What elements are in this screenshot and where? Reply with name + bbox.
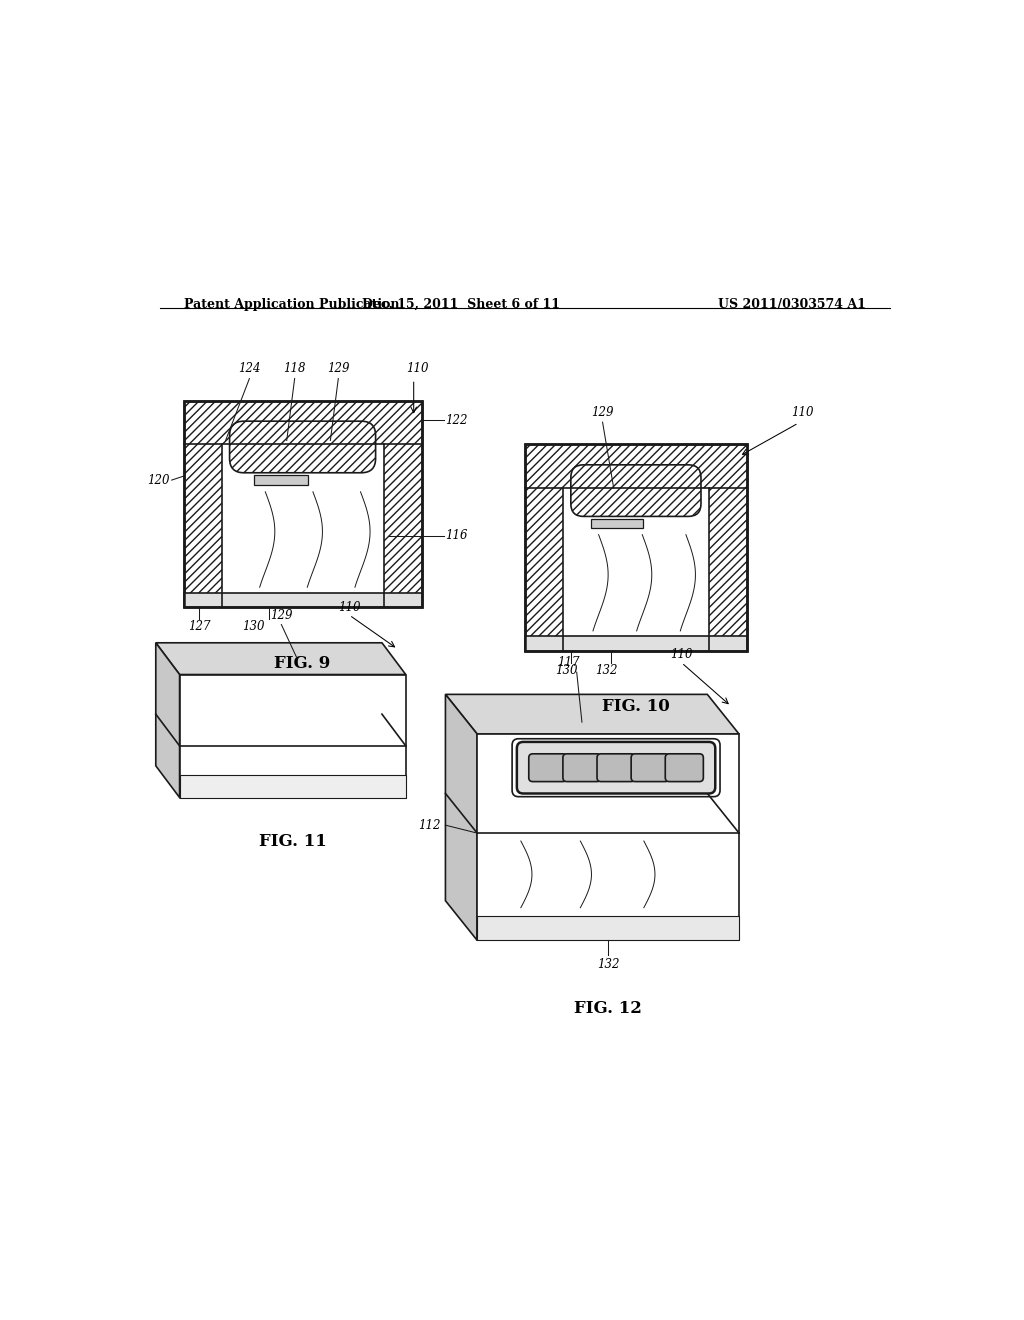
Text: 120: 120 [146, 474, 169, 487]
Text: 110: 110 [407, 363, 429, 375]
Polygon shape [445, 694, 739, 734]
Bar [179, 775, 406, 797]
Text: 110: 110 [338, 601, 360, 614]
Bar [183, 401, 422, 607]
Polygon shape [156, 643, 406, 675]
Bar [524, 445, 748, 651]
Bar [183, 401, 422, 607]
Bar [591, 519, 643, 528]
Bar [524, 636, 748, 651]
Text: 130: 130 [242, 620, 264, 634]
Text: 129: 129 [591, 407, 613, 420]
FancyBboxPatch shape [666, 754, 703, 781]
Text: FIG. 11: FIG. 11 [259, 833, 327, 850]
Bar [183, 593, 422, 607]
Text: 116: 116 [445, 529, 468, 543]
FancyBboxPatch shape [229, 421, 376, 473]
Bar [477, 916, 739, 940]
Text: 130: 130 [556, 664, 579, 677]
Text: 132: 132 [595, 664, 617, 677]
Bar [563, 488, 709, 636]
Text: 118: 118 [284, 363, 306, 375]
Text: 110: 110 [792, 407, 814, 420]
Text: 132: 132 [597, 958, 620, 970]
Text: 127: 127 [188, 620, 211, 634]
Text: 124: 124 [239, 363, 261, 375]
Bar [179, 675, 406, 797]
Bar [524, 445, 748, 651]
Bar [477, 734, 739, 940]
FancyBboxPatch shape [528, 754, 567, 781]
Text: FIG. 9: FIG. 9 [274, 655, 331, 672]
Polygon shape [445, 694, 477, 940]
Text: 129: 129 [327, 363, 349, 375]
Text: 117: 117 [558, 656, 580, 669]
FancyBboxPatch shape [563, 754, 601, 781]
FancyBboxPatch shape [597, 754, 635, 781]
FancyBboxPatch shape [570, 465, 701, 516]
Text: Dec. 15, 2011  Sheet 6 of 11: Dec. 15, 2011 Sheet 6 of 11 [362, 297, 560, 310]
Text: FIG. 12: FIG. 12 [574, 1001, 642, 1016]
Text: 112: 112 [419, 818, 440, 832]
Text: 122: 122 [445, 414, 468, 426]
Text: 129: 129 [270, 609, 293, 622]
Text: 110: 110 [670, 648, 692, 661]
FancyBboxPatch shape [631, 754, 670, 781]
Bar [221, 445, 384, 593]
Text: FIG. 10: FIG. 10 [602, 698, 670, 715]
Bar [254, 475, 308, 486]
FancyBboxPatch shape [517, 742, 715, 793]
Text: US 2011/0303574 A1: US 2011/0303574 A1 [718, 297, 866, 310]
Text: Patent Application Publication: Patent Application Publication [183, 297, 399, 310]
Polygon shape [156, 643, 179, 797]
